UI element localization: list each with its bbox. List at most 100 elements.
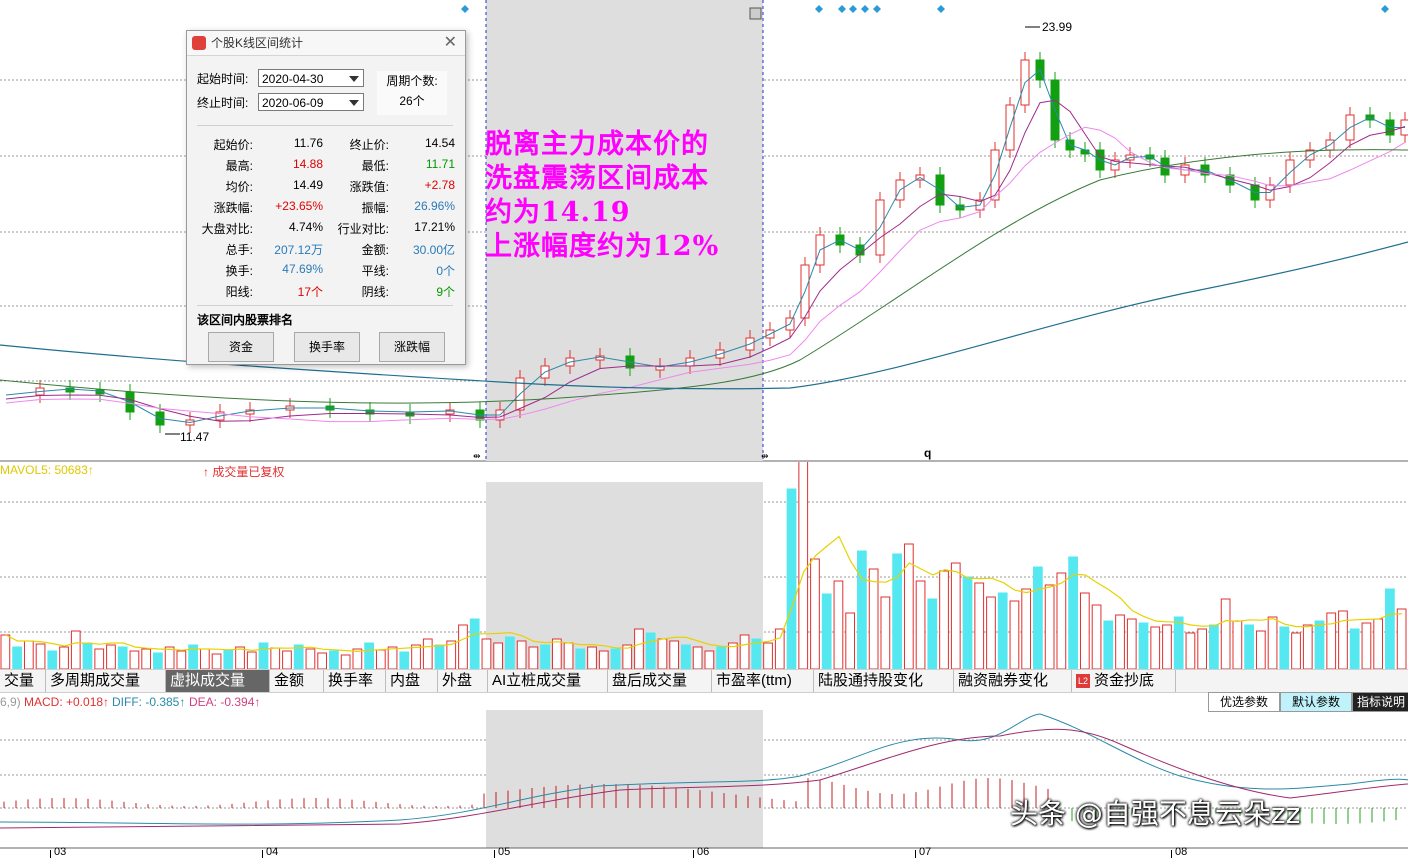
volume-bar — [1326, 612, 1337, 670]
volume-bar — [1115, 614, 1125, 670]
indicator-help-button[interactable]: 指标说明 — [1352, 692, 1408, 712]
optional-params-button[interactable]: 优选参数 — [1208, 692, 1280, 712]
volume-chart[interactable] — [0, 462, 1408, 670]
mavol-legend: MAVOL5: 50683↑ — [0, 463, 94, 477]
volume-bar — [610, 648, 621, 670]
stat-value: 14.54 — [424, 136, 455, 150]
annotation-text: 脱离主力成本价的 洗盘震荡区间成本 约为14.19 上涨幅度约为12% — [485, 128, 719, 264]
volume-bar — [94, 648, 105, 670]
volume-bar — [563, 642, 574, 670]
volume-bar — [176, 650, 187, 670]
volume-bar — [1361, 622, 1372, 670]
volume-bar — [774, 628, 785, 670]
end-time-select[interactable]: 2020-06-09 — [258, 93, 364, 111]
volume-bar — [129, 650, 140, 670]
x-axis-tick-label: 05 — [498, 846, 511, 858]
rank-title: 该区间内股票排名 — [197, 313, 294, 327]
tab-label: 换手率 — [328, 672, 374, 689]
volume-bar — [387, 646, 398, 670]
rank-by-change-button[interactable]: 涨跌幅 — [379, 332, 445, 362]
volume-bar — [997, 592, 1008, 670]
ma60-line — [0, 149, 1408, 404]
period-count-value: 26个 — [399, 94, 425, 108]
indicator-tab[interactable]: 金额 — [270, 670, 324, 692]
stat-value: 9个 — [436, 285, 455, 299]
indicator-tab[interactable]: 虚拟成交量 — [166, 670, 270, 692]
volume-bar — [1021, 588, 1032, 670]
volume-bar — [106, 644, 116, 670]
dea-line — [0, 728, 1408, 829]
volume-bar — [258, 642, 269, 670]
volume-bar — [810, 558, 820, 670]
indicator-tab[interactable]: 多周期成交量 — [46, 670, 166, 692]
volume-bar — [293, 644, 304, 670]
stat-value: 207.12万 — [274, 243, 323, 257]
volume-bar — [716, 646, 726, 670]
period-count-label: 周期个数: — [386, 74, 438, 88]
interval-stats-dialog[interactable]: 个股K线区间统计 ✕ 起始时间: 2020-04-30 终止时间: 2020-0… — [186, 30, 466, 365]
divider — [197, 305, 453, 306]
indicator-tab[interactable]: 市盈率(ttm) — [712, 670, 814, 692]
default-params-button[interactable]: 默认参数 — [1280, 692, 1352, 712]
indicator-tab[interactable]: 盘后成交量 — [608, 670, 712, 692]
stat-value: 47.69% — [282, 262, 323, 276]
volume-bar — [692, 646, 703, 670]
volume-bar — [1056, 572, 1067, 670]
volume-bar — [270, 647, 281, 670]
stat-label: 振幅: — [361, 201, 389, 215]
end-time-label: 终止时间: — [197, 96, 249, 110]
close-icon[interactable]: ✕ — [443, 34, 457, 51]
volume-bar — [551, 638, 562, 670]
high-price-label: 23.99 — [1042, 20, 1073, 34]
rank-by-turnover-button[interactable]: 换手率 — [294, 332, 360, 362]
indicator-tab[interactable]: 内盘 — [386, 670, 438, 692]
macd-params-label: 6,9) — [0, 695, 21, 709]
dialog-titlebar[interactable]: 个股K线区间统计 ✕ — [187, 31, 465, 56]
volume-bar — [1244, 624, 1254, 670]
indicator-tab-bar[interactable]: 交量 多周期成交量 虚拟成交量 金额 换手率 内盘 外盘 AI立桩成交量 盘后成交量 市盈率(tt… — [0, 669, 1408, 693]
volume-bar — [399, 651, 410, 670]
volume-bar — [1232, 620, 1243, 670]
volume-adjusted-label: ↑ 成交量已复权 — [203, 465, 285, 479]
stat-label: 涨跌值: — [349, 180, 389, 194]
tab-label: 融资融券变化 — [958, 672, 1049, 689]
volume-bar — [1255, 630, 1266, 670]
start-time-select[interactable]: 2020-04-30 — [258, 69, 364, 87]
x-axis-tick — [494, 850, 495, 858]
volume-bar — [1197, 628, 1208, 670]
volume-bar — [1338, 610, 1348, 670]
volume-bar — [974, 582, 985, 670]
event-marker-icon — [937, 5, 945, 13]
rank-by-fund-button[interactable]: 资金 — [208, 332, 274, 362]
indicator-tab[interactable]: 换手率 — [324, 670, 386, 692]
tab-label: 多周期成交量 — [50, 672, 141, 689]
volume-bar — [821, 593, 832, 670]
selected-interval — [486, 482, 763, 669]
tab-label: 交量 — [4, 672, 35, 689]
volume-bar — [634, 628, 644, 670]
stat-value: 14.49 — [292, 178, 323, 192]
volume-bar — [950, 562, 961, 670]
volume-bar — [211, 653, 222, 670]
volume-bar — [1396, 608, 1407, 670]
indicator-tab[interactable]: L2 资金抄底 — [1072, 670, 1176, 692]
macd-chart[interactable] — [0, 710, 1408, 858]
tab-label: 金额 — [274, 672, 305, 689]
indicator-tab[interactable]: 外盘 — [438, 670, 488, 692]
price-marker-label: q — [924, 446, 932, 460]
low-price-label: 11.47 — [180, 430, 210, 444]
volume-bar — [411, 644, 421, 670]
volume-bar — [352, 648, 363, 670]
start-time-label: 起始时间: — [197, 72, 249, 86]
indicator-tab[interactable]: AI立桩成交量 — [488, 670, 608, 692]
volume-bar — [540, 644, 550, 670]
indicator-tab[interactable]: 融资融券变化 — [954, 670, 1072, 692]
volume-bar — [927, 598, 938, 670]
volume-bar — [282, 650, 292, 670]
stat-label: 阳线: — [225, 285, 253, 299]
indicator-tab[interactable]: 交量 — [0, 670, 46, 692]
volume-bar — [317, 652, 328, 670]
indicator-tab[interactable]: 陆股通持股变化 — [814, 670, 954, 692]
price-chart[interactable]: ⇹ ⇹ — [0, 0, 1408, 462]
event-marker-icon — [861, 5, 869, 13]
